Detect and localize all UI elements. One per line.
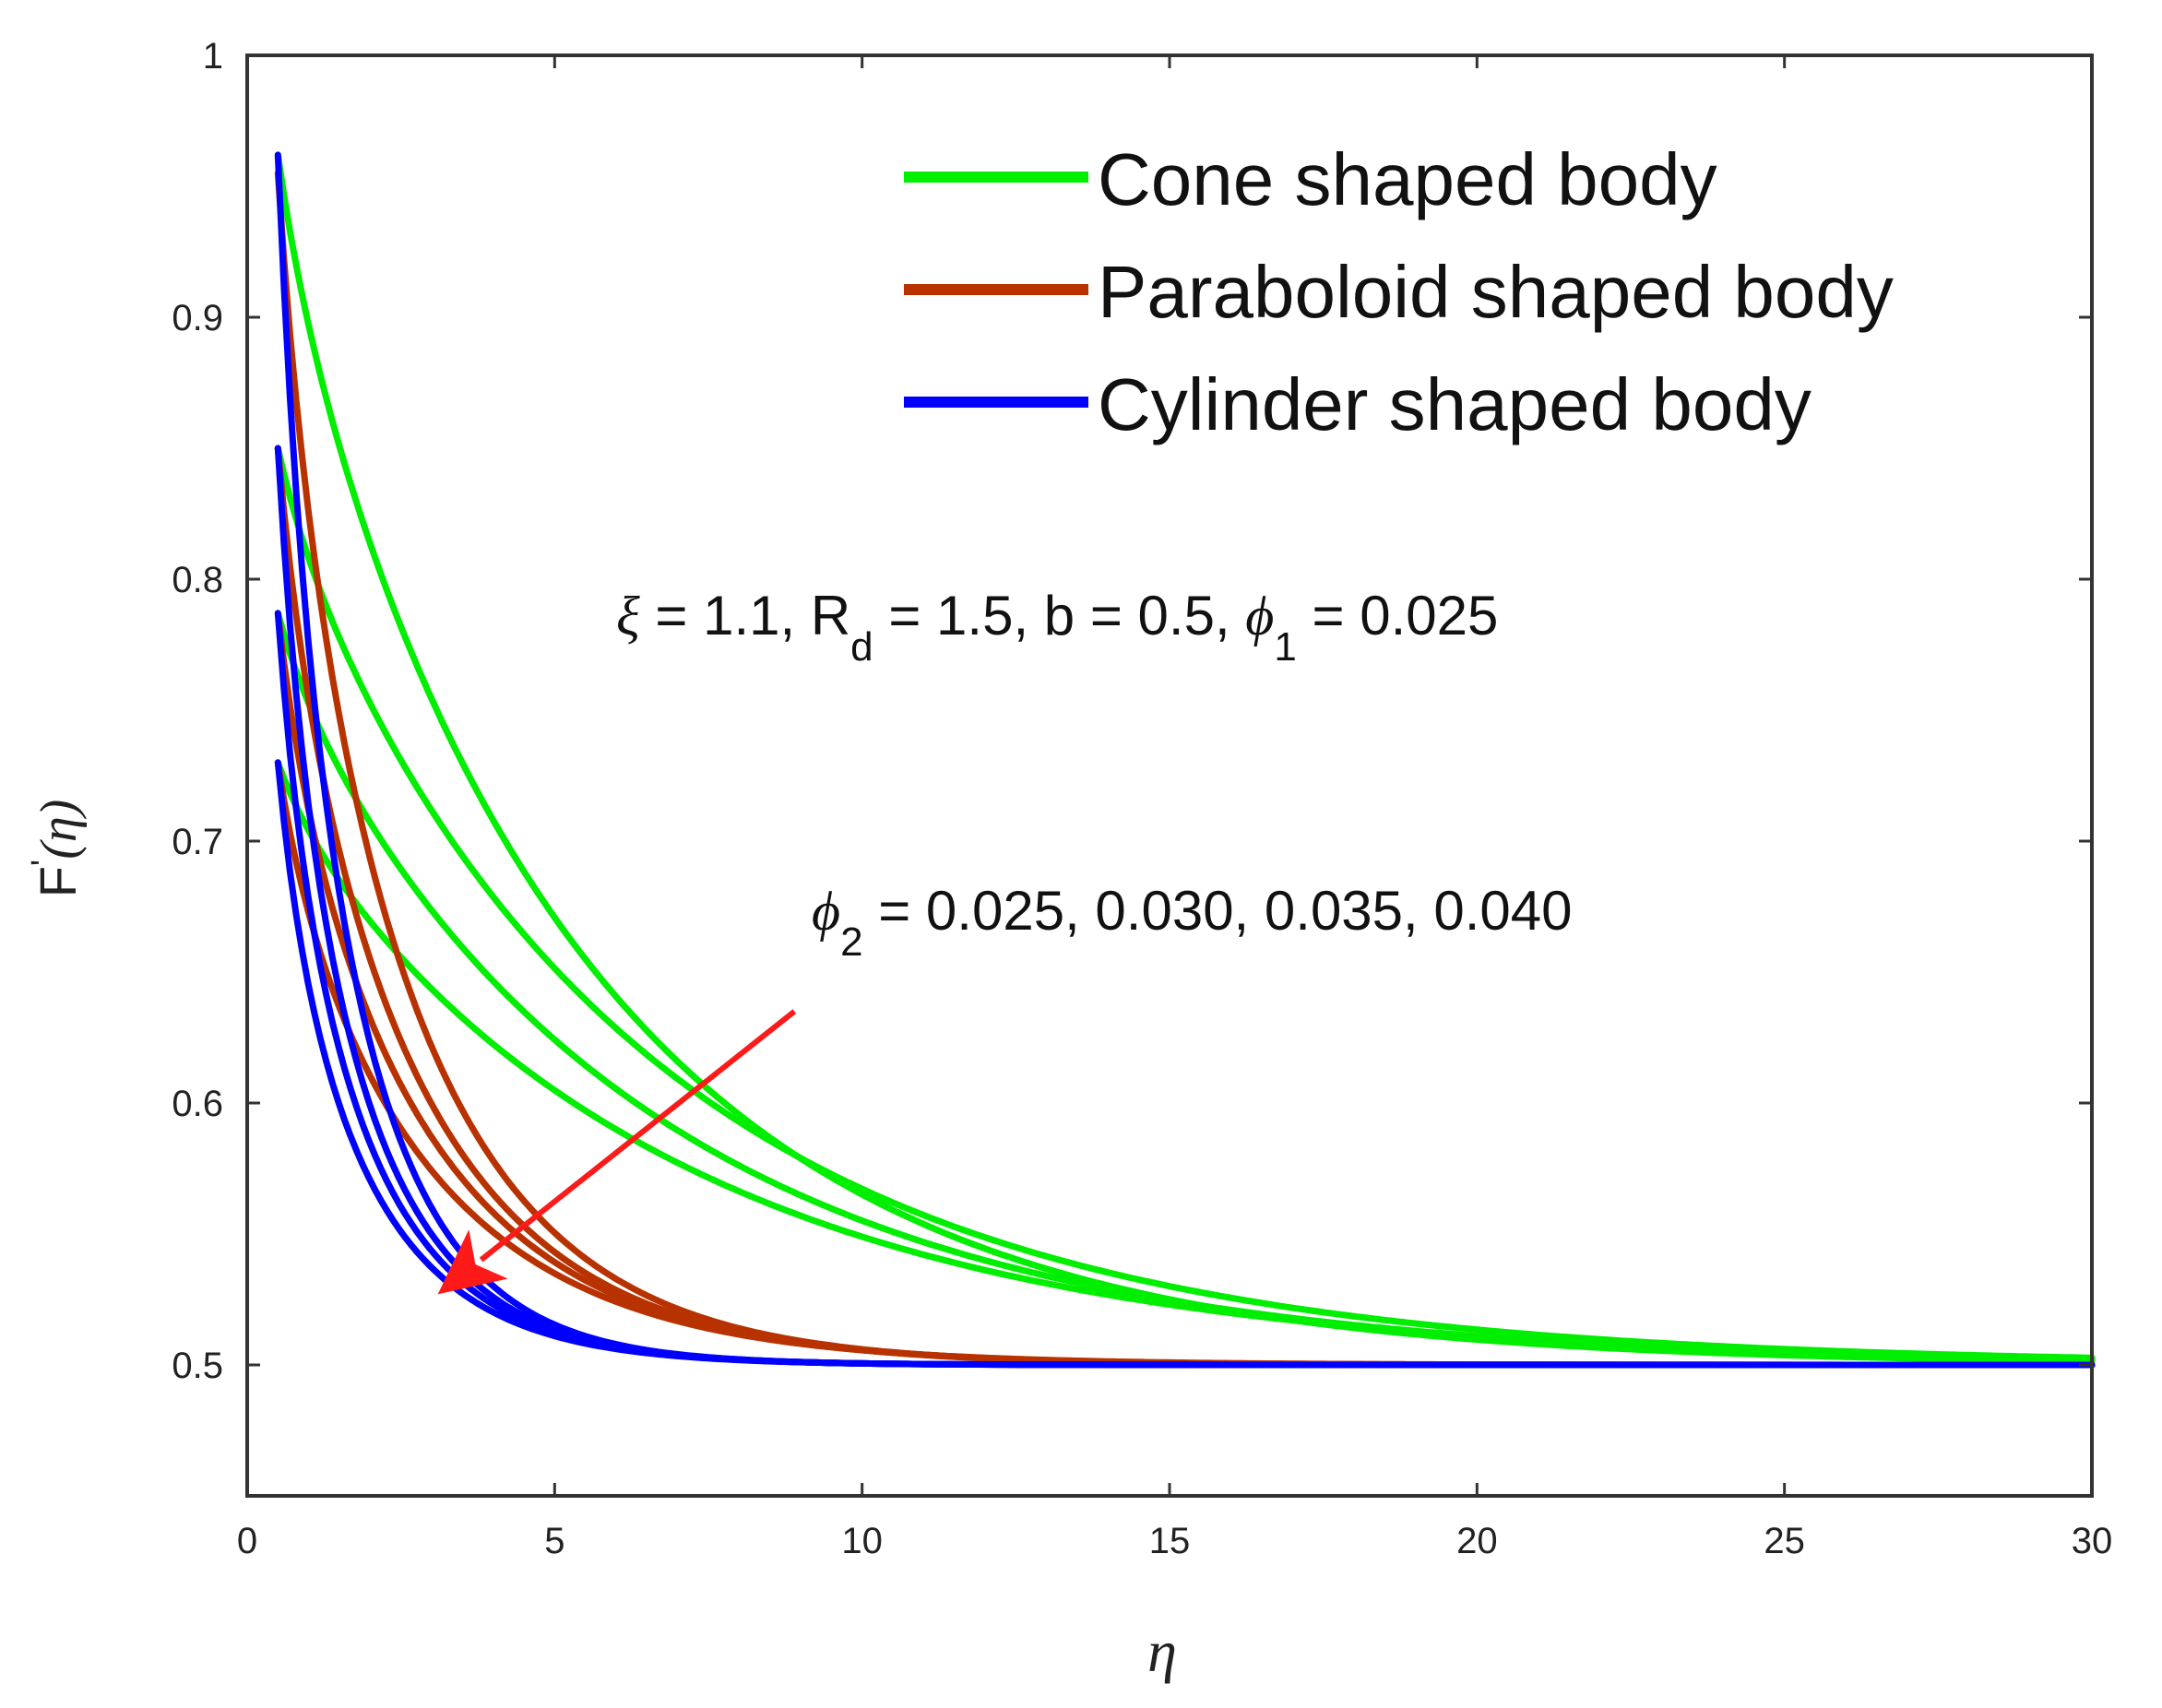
ticks-layer [245, 53, 2094, 1496]
legend-label-paraboloid: Paraboloid shaped body [1098, 251, 1894, 333]
x-tick-label: 30 [2072, 1521, 2113, 1561]
phi2-text: = 0.025, 0.030, 0.035, 0.040 [863, 880, 1573, 942]
legend: Cone shaped body Paraboloid shaped body … [904, 138, 1894, 445]
trend-arrow-head [437, 1229, 508, 1295]
y-tick-label: 0.5 [172, 1346, 223, 1386]
xi-text: = 1.1, R [640, 585, 850, 646]
phi1-symbol: ϕ [1245, 586, 1274, 646]
params-annotation: ξ = 1.1, Rd = 1.5, b = 0.5, ϕ1 = 0.025 [616, 585, 1498, 670]
series-line-cone-0.04 [274, 759, 2096, 1362]
x-tick-label: 20 [1456, 1521, 1498, 1561]
x-tick-label: 15 [1149, 1521, 1191, 1561]
rd-subscript: d [850, 624, 873, 670]
y-tick-label: 0.6 [172, 1084, 223, 1124]
rd-text: = 1.5, b = 0.5, [873, 585, 1246, 646]
y-axis-label-arg: (η) [30, 800, 88, 860]
legend-label-cone: Cone shaped body [1098, 138, 1717, 220]
y-axis-label-prime: ' [25, 860, 64, 866]
phi2-symbol: ϕ [812, 881, 840, 942]
y-tick-label: 1 [203, 36, 223, 77]
y-axis-label-base: F [29, 866, 87, 897]
phi1-subscript: 1 [1274, 624, 1296, 670]
phi1-text: = 0.025 [1297, 585, 1499, 646]
y-tick-labels: 0.5 0.6 0.7 0.8 0.9 1 [172, 36, 223, 1386]
x-tick-label: 0 [237, 1521, 257, 1561]
phi2-subscript: 2 [840, 919, 862, 965]
trend-arrow-shaft [479, 1009, 797, 1263]
curves-layer [274, 151, 2096, 1369]
x-axis-label: η [1147, 1619, 1177, 1684]
trend-arrow [437, 1009, 797, 1295]
xi-symbol: ξ [616, 586, 640, 646]
y-tick-label: 0.9 [172, 298, 223, 338]
x-tick-label: 5 [544, 1521, 564, 1561]
y-axis-label: F'(η) [25, 800, 88, 898]
x-tick-labels: 0 5 10 15 20 25 30 [237, 1521, 2112, 1561]
series-line-cylinder-0.04 [274, 759, 2096, 1369]
phi2-annotation: ϕ2 = 0.025, 0.030, 0.035, 0.040 [812, 880, 1573, 965]
y-tick-label: 0.8 [172, 560, 223, 600]
x-tick-label: 25 [1764, 1521, 1805, 1561]
y-tick-label: 0.7 [172, 822, 223, 862]
legend-label-cylinder: Cylinder shaped body [1098, 363, 1812, 445]
x-tick-label: 10 [841, 1521, 883, 1561]
